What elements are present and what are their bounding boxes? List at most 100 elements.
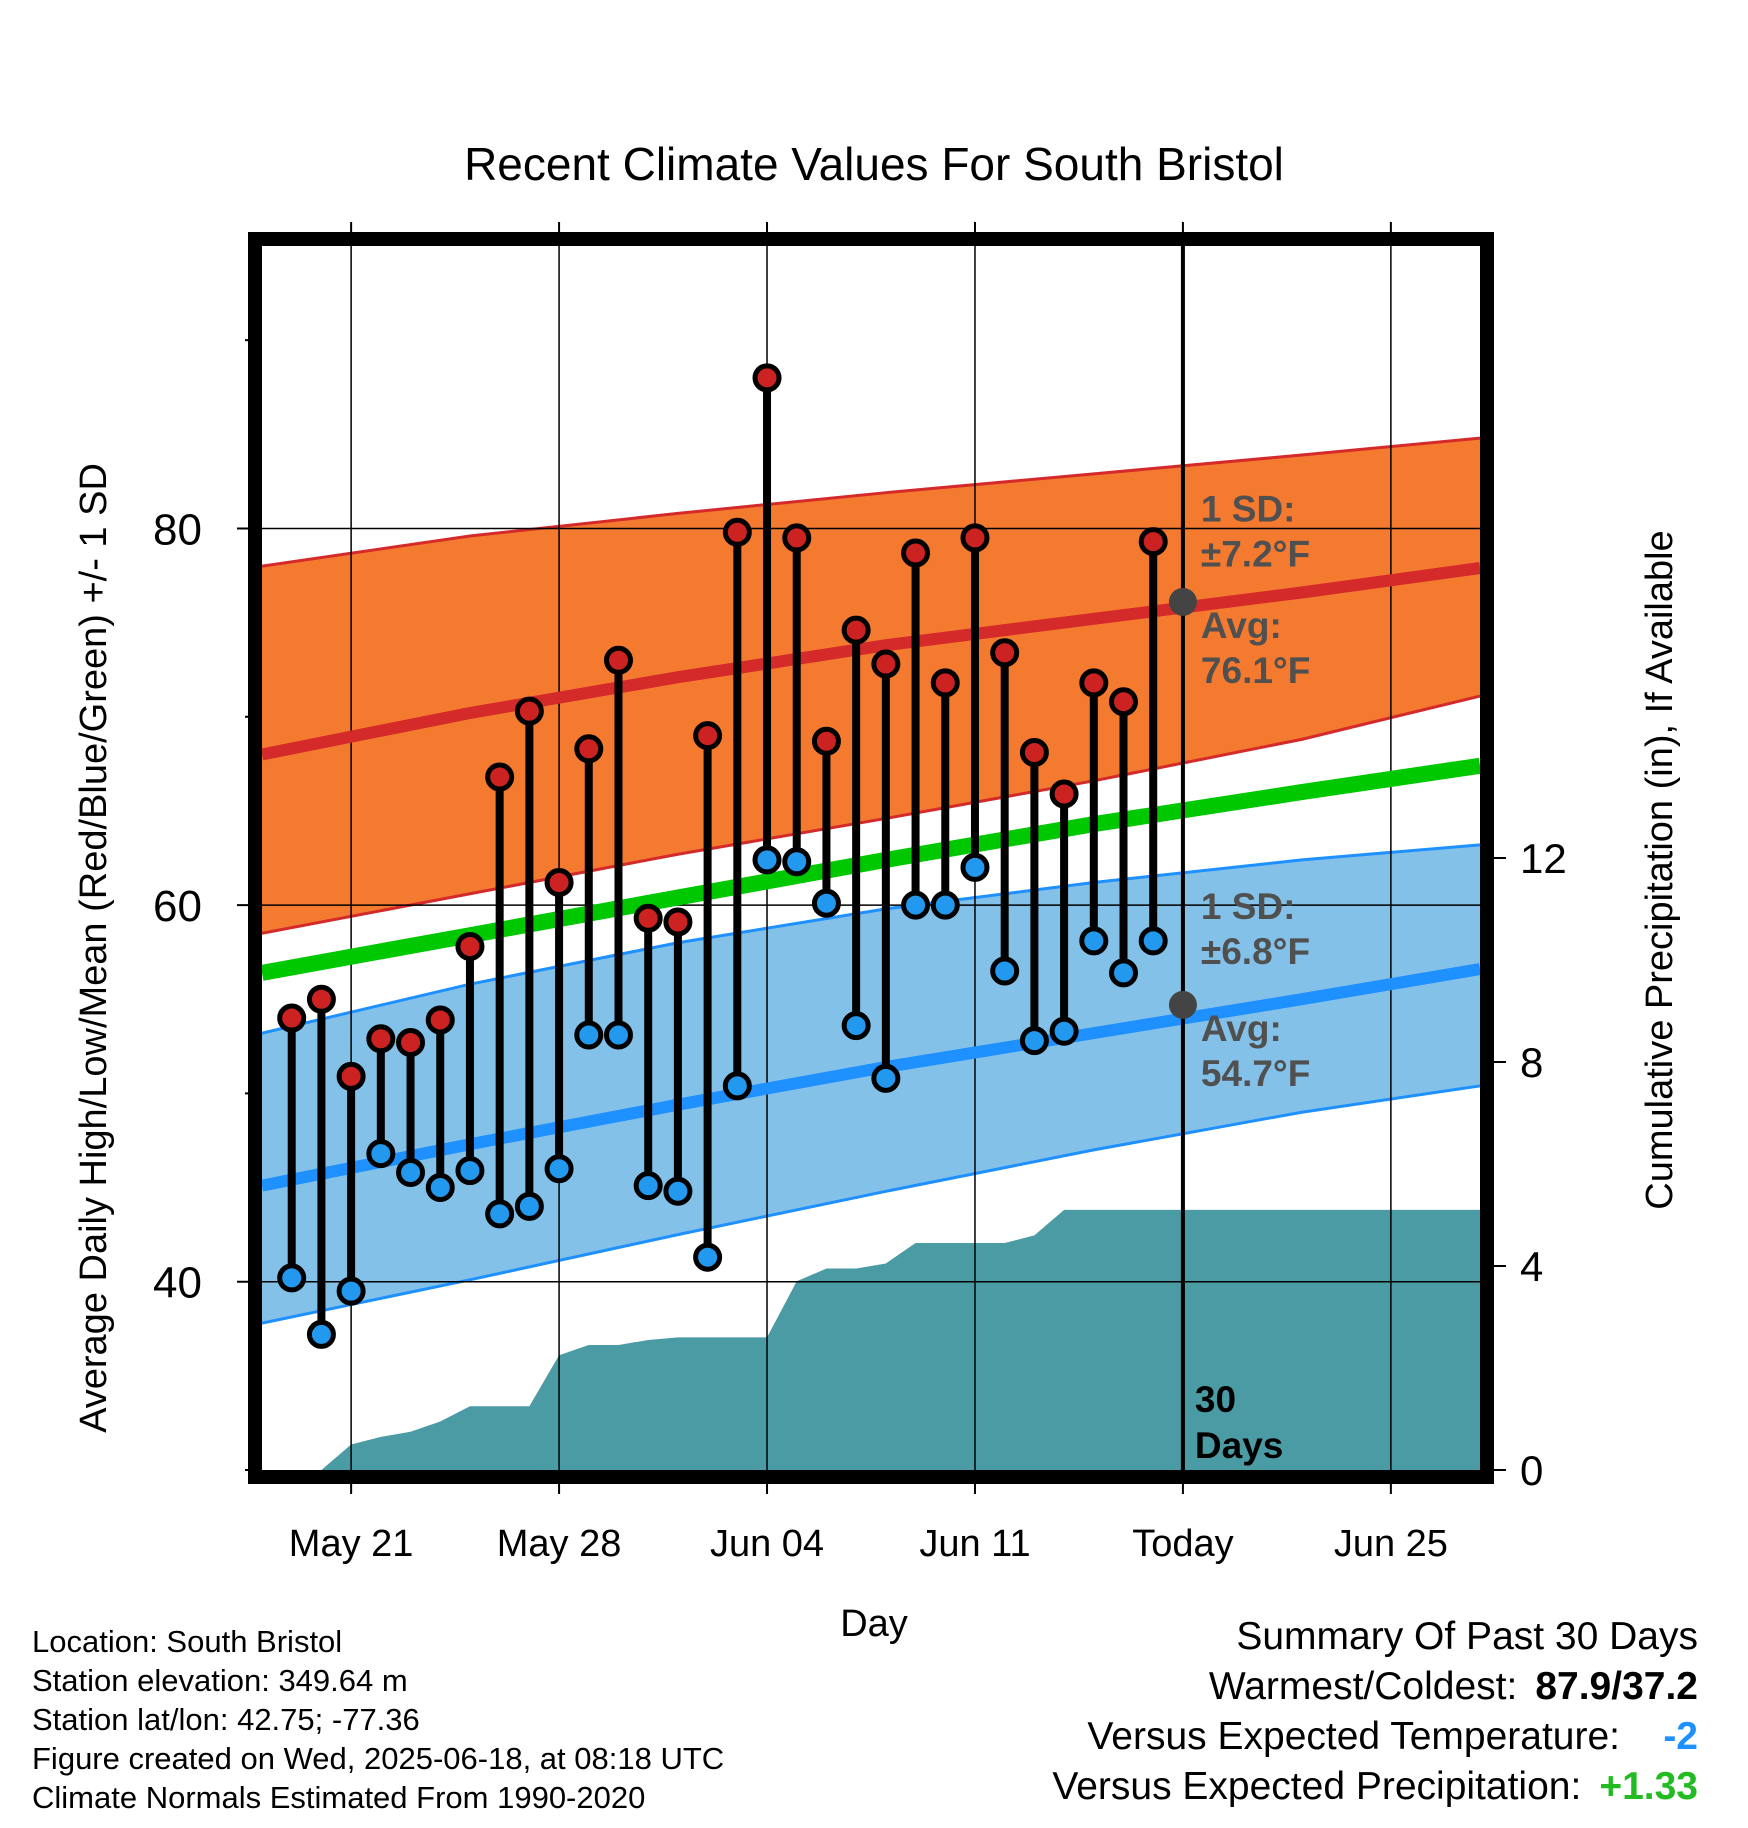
daily-low-point-28	[1079, 926, 1109, 956]
daily-low-point-17	[752, 845, 782, 875]
high-sd-value: ±7.2°F	[1201, 533, 1310, 574]
daily-high-point-25	[990, 638, 1020, 668]
summary-warmest-row: Warmest/Coldest: 87.9/37.2	[1052, 1662, 1698, 1712]
y-tick-label-40: 40	[153, 1259, 202, 1308]
daily-high-point-30	[1138, 527, 1168, 557]
daily-low-point-16	[722, 1071, 752, 1101]
low-sd-lower-edge	[262, 1084, 1480, 1325]
daily-high-point-9	[514, 696, 544, 726]
x-tick-label-5: Jun 25	[1334, 1523, 1448, 1565]
daily-low-point-8	[485, 1199, 515, 1229]
daily-low-point-9	[514, 1191, 544, 1221]
daily-high-point-7	[455, 932, 485, 962]
y2-tick-label-8: 8	[1520, 1039, 1543, 1086]
daily-low-point-20	[841, 1011, 871, 1041]
x-axis-label: Day	[840, 1603, 908, 1645]
summary-panel: Summary Of Past 30 Days Warmest/Coldest:…	[1052, 1612, 1698, 1812]
daily-low-point-12	[603, 1020, 633, 1050]
daily-high-point-27	[1049, 779, 1079, 809]
y-axis-label: Average Daily High/Low/Mean (Red/Blue/Gr…	[73, 463, 115, 1433]
low-avg-label: Avg:	[1201, 1008, 1282, 1049]
figure-created: Figure created on Wed, 2025-06-18, at 08…	[32, 1741, 725, 1776]
low-sd-band	[262, 844, 1480, 1324]
daily-high-point-21	[871, 649, 901, 679]
chart-title: Recent Climate Values For South Bristol	[464, 138, 1284, 190]
daily-high-point-4	[366, 1024, 396, 1054]
x-tick-label-0: May 21	[289, 1523, 414, 1565]
daily-low-point-14	[663, 1176, 693, 1206]
daily-high-point-28	[1079, 668, 1109, 698]
daily-high-point-1	[277, 1003, 307, 1033]
daily-low-point-13	[633, 1171, 663, 1201]
low-sd-value: ±6.8°F	[1201, 931, 1310, 972]
daily-high-point-26	[1019, 738, 1049, 768]
daily-low-point-10	[544, 1154, 574, 1184]
daily-high-point-10	[544, 867, 574, 897]
days-word-label: Days	[1195, 1425, 1283, 1466]
daily-high-point-11	[574, 734, 604, 764]
days-count-label: 30	[1195, 1379, 1236, 1420]
low-sd-label: 1 SD:	[1201, 886, 1296, 927]
daily-low-point-2	[306, 1319, 336, 1349]
daily-high-point-22	[901, 538, 931, 568]
y2-tick-label-12: 12	[1520, 835, 1567, 882]
climate-normals-period: Climate Normals Estimated From 1990-2020	[32, 1780, 646, 1815]
daily-low-point-1	[277, 1263, 307, 1293]
y-tick-label-60: 60	[153, 882, 202, 931]
daily-low-point-24	[960, 852, 990, 882]
daily-low-point-3	[336, 1276, 366, 1306]
daily-high-point-2	[306, 984, 336, 1014]
daily-high-point-8	[485, 762, 515, 792]
daily-high-point-20	[841, 615, 871, 645]
x-tick-label-4: Today	[1132, 1523, 1233, 1565]
x-tick-label-1: May 28	[497, 1523, 622, 1565]
plot-frame	[248, 232, 1494, 1484]
daily-high-point-29	[1109, 687, 1139, 717]
daily-low-point-26	[1019, 1026, 1049, 1056]
summary-heading: Summary Of Past 30 Days	[1236, 1615, 1698, 1658]
warmest-label: Warmest/Coldest:	[1208, 1665, 1518, 1708]
daily-high-point-12	[603, 645, 633, 675]
y-tick-label-80: 80	[153, 505, 202, 554]
daily-high-point-24	[960, 523, 990, 553]
daily-high-point-3	[336, 1061, 366, 1091]
y2-tick-label-4: 4	[1520, 1243, 1543, 1290]
daily-low-point-27	[1049, 1016, 1079, 1046]
daily-high-point-15	[693, 721, 723, 751]
high-sd-band	[262, 438, 1480, 934]
daily-high-point-5	[396, 1028, 426, 1058]
station-elevation: Station elevation: 349.64 m	[32, 1663, 408, 1698]
daily-low-point-6	[425, 1173, 455, 1203]
y2-tick-label-0: 0	[1520, 1447, 1543, 1494]
daily-low-point-30	[1138, 926, 1168, 956]
daily-low-point-7	[455, 1156, 485, 1186]
y2-axis-label: Cumulative Precipitation (in), If Availa…	[1639, 530, 1681, 1209]
daily-low-point-18	[782, 847, 812, 877]
today-high-avg-marker	[1168, 587, 1197, 616]
summary-precip-row: Versus Expected Precipitation: +1.33	[1052, 1762, 1698, 1812]
daily-high-point-18	[782, 523, 812, 553]
normal-high-line	[262, 562, 1480, 761]
low-avg-value: 54.7°F	[1201, 1053, 1310, 1094]
precip-value: +1.33	[1599, 1765, 1698, 1808]
daily-high-point-16	[722, 517, 752, 547]
daily-high-point-13	[633, 903, 663, 933]
daily-low-point-4	[366, 1139, 396, 1169]
daily-high-point-19	[811, 726, 841, 756]
daily-low-point-29	[1109, 958, 1139, 988]
precipitation-area	[262, 1209, 1480, 1470]
station-location: Location: South Bristol	[32, 1624, 343, 1659]
daily-low-point-5	[396, 1157, 426, 1187]
station-latlon: Station lat/lon: 42.75; -77.36	[32, 1702, 420, 1737]
summary-temp-row: Versus Expected Temperature: -2	[1052, 1712, 1698, 1762]
daily-high-point-14	[663, 907, 693, 937]
high-avg-value: 76.1°F	[1201, 650, 1310, 691]
daily-high-point-6	[425, 1005, 455, 1035]
temp-value: -2	[1663, 1715, 1698, 1758]
station-metadata: Location: South Bristol Station elevatio…	[32, 1622, 724, 1817]
x-tick-label-2: Jun 04	[710, 1523, 824, 1565]
daily-high-point-17	[752, 363, 782, 393]
daily-low-point-15	[693, 1242, 723, 1272]
daily-low-point-22	[901, 890, 931, 920]
